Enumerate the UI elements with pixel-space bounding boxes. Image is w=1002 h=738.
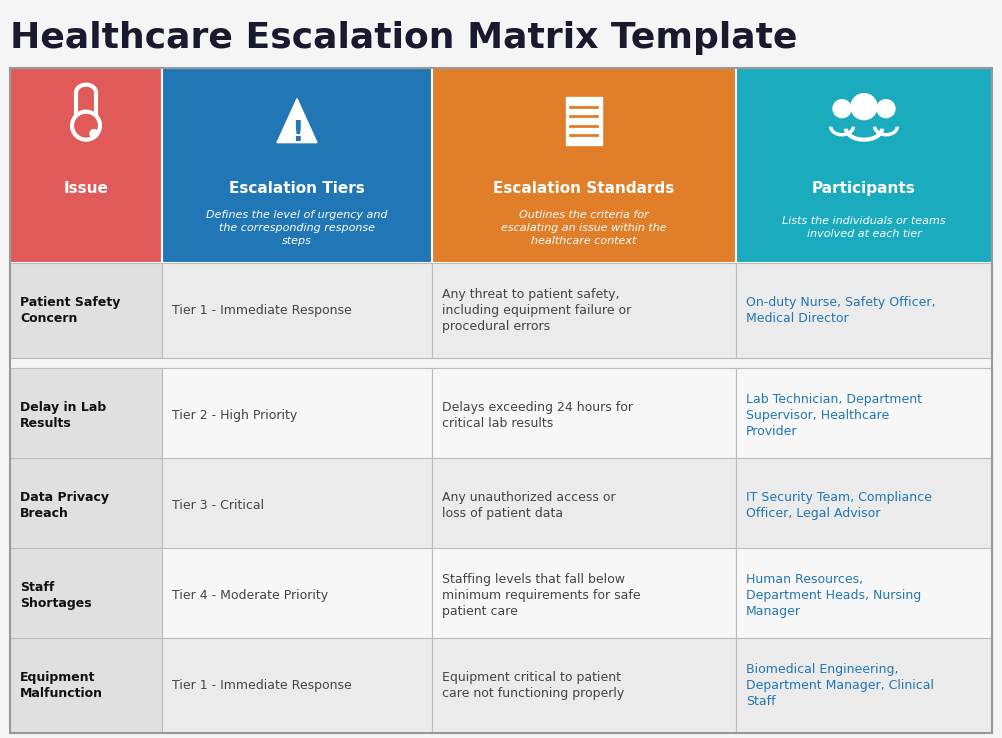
Bar [162, 458, 432, 553]
Bar [432, 458, 736, 553]
Bar [10, 263, 162, 358]
Text: Tier 2 - High Priority: Tier 2 - High Priority [172, 409, 298, 422]
Bar [736, 263, 992, 358]
Circle shape [851, 94, 877, 120]
Bar [432, 263, 736, 358]
Circle shape [833, 100, 851, 117]
Bar [162, 263, 432, 358]
Bar [736, 638, 992, 733]
Bar [10, 548, 162, 643]
Text: Tier 1 - Immediate Response: Tier 1 - Immediate Response [172, 304, 352, 317]
Text: Issue: Issue [63, 182, 108, 196]
Text: Escalation Standards: Escalation Standards [493, 182, 674, 196]
Bar [10, 68, 162, 263]
Text: Participants: Participants [813, 182, 916, 196]
Bar [10, 458, 162, 553]
Text: Defines the level of urgency and
the corresponding response
steps: Defines the level of urgency and the cor… [206, 210, 388, 246]
Bar [736, 458, 992, 553]
Bar [10, 368, 162, 463]
Text: Lists the individuals or teams
involved at each tier: Lists the individuals or teams involved … [783, 216, 946, 239]
Bar [432, 548, 736, 643]
Text: Patient Safety
Concern: Patient Safety Concern [20, 296, 120, 325]
Text: Data Privacy
Breach: Data Privacy Breach [20, 491, 109, 520]
Bar [736, 368, 992, 463]
Text: Biomedical Engineering,
Department Manager, Clinical
Staff: Biomedical Engineering, Department Manag… [746, 663, 934, 708]
Text: Human Resources,
Department Heads, Nursing
Manager: Human Resources, Department Heads, Nursi… [746, 573, 921, 618]
Bar [162, 368, 432, 463]
Text: Delay in Lab
Results: Delay in Lab Results [20, 401, 106, 430]
Text: Staff
Shortages: Staff Shortages [20, 581, 91, 610]
Text: Healthcare Escalation Matrix Template: Healthcare Escalation Matrix Template [10, 21, 798, 55]
Bar [432, 68, 736, 263]
Bar [566, 97, 602, 145]
Text: Outlines the criteria for
escalating an issue within the
healthcare context: Outlines the criteria for escalating an … [501, 210, 666, 246]
Text: Any threat to patient safety,
including equipment failure or
procedural errors: Any threat to patient safety, including … [442, 288, 631, 333]
Bar [162, 638, 432, 733]
Text: Escalation Tiers: Escalation Tiers [229, 182, 365, 196]
Bar [162, 68, 432, 263]
Bar [10, 638, 162, 733]
Text: Any unauthorized access or
loss of patient data: Any unauthorized access or loss of patie… [442, 491, 615, 520]
Text: Tier 1 - Immediate Response: Tier 1 - Immediate Response [172, 679, 352, 692]
Text: !: ! [291, 119, 304, 147]
Text: Lab Technician, Department
Supervisor, Healthcare
Provider: Lab Technician, Department Supervisor, H… [746, 393, 922, 438]
Text: Tier 3 - Critical: Tier 3 - Critical [172, 499, 265, 512]
Text: Delays exceeding 24 hours for
critical lab results: Delays exceeding 24 hours for critical l… [442, 401, 633, 430]
Text: Staffing levels that fall below
minimum requirements for safe
patient care: Staffing levels that fall below minimum … [442, 573, 640, 618]
Bar [736, 548, 992, 643]
Bar [162, 548, 432, 643]
Polygon shape [277, 99, 317, 142]
Text: On-duty Nurse, Safety Officer,
Medical Director: On-duty Nurse, Safety Officer, Medical D… [746, 296, 936, 325]
Circle shape [90, 130, 98, 138]
Bar [432, 638, 736, 733]
Bar [432, 368, 736, 463]
Circle shape [877, 100, 895, 117]
Text: IT Security Team, Compliance
Officer, Legal Advisor: IT Security Team, Compliance Officer, Le… [746, 491, 932, 520]
Bar [736, 68, 992, 263]
Text: Equipment critical to patient
care not functioning properly: Equipment critical to patient care not f… [442, 671, 624, 700]
Text: Tier 4 - Moderate Priority: Tier 4 - Moderate Priority [172, 589, 328, 602]
Text: Equipment
Malfunction: Equipment Malfunction [20, 671, 103, 700]
